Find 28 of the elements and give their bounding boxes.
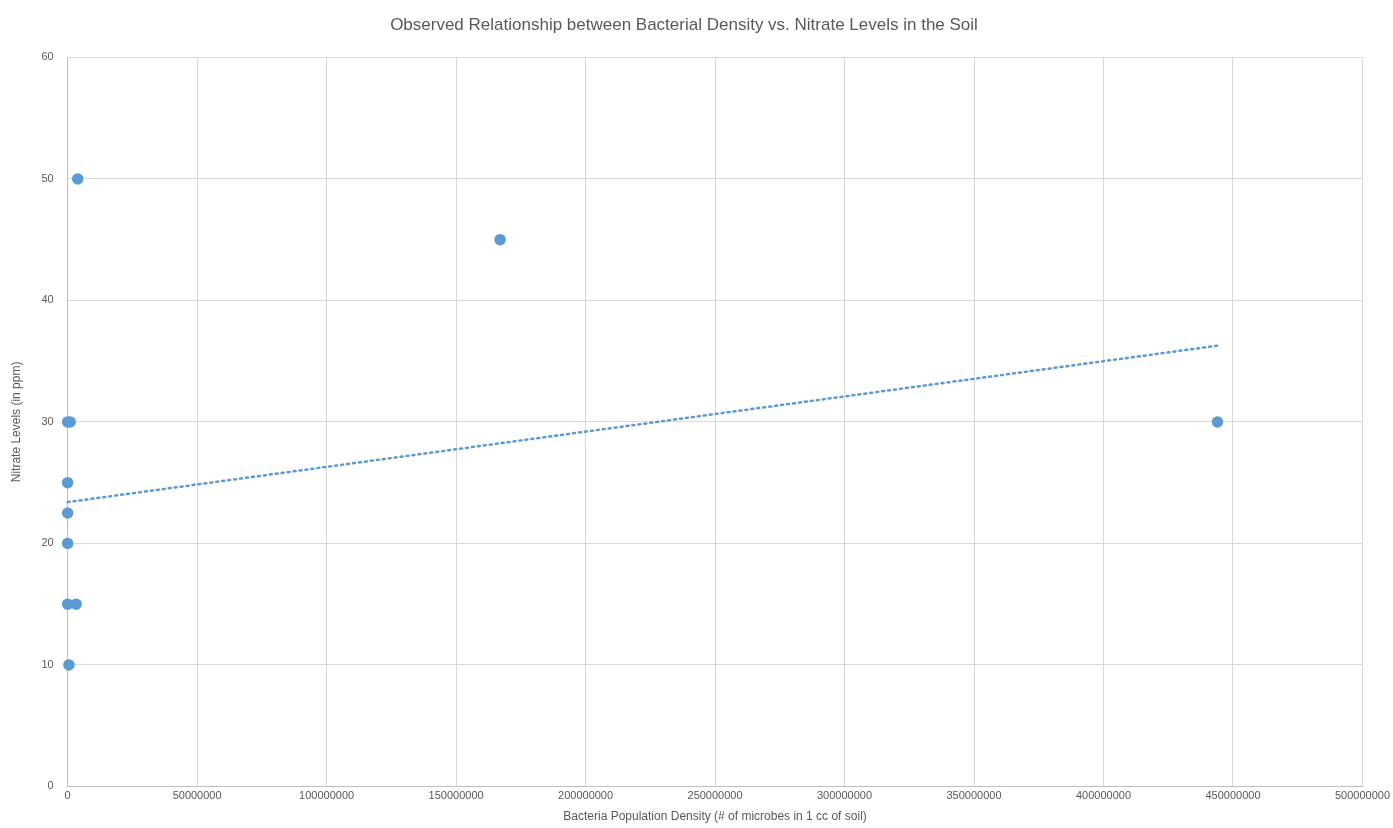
y-tick-label: 30 bbox=[41, 414, 54, 427]
y-tick-label: 20 bbox=[41, 536, 54, 549]
chart-title: Observed Relationship between Bacterial Density vs. Nitrate Levels in the Soil bbox=[390, 14, 978, 34]
x-tick-label: 200000000 bbox=[558, 789, 614, 802]
x-tick-label: 50000000 bbox=[172, 789, 222, 802]
y-tick-label: 50 bbox=[41, 171, 54, 184]
y-tick-label: 40 bbox=[41, 293, 54, 306]
x-tick-label: 300000000 bbox=[817, 789, 873, 802]
x-tick-label: 400000000 bbox=[1075, 789, 1132, 802]
x-tick-label: 500000000 bbox=[1334, 789, 1390, 802]
y-axis-title: Nitrate Levels (in ppm) bbox=[8, 361, 23, 483]
point bbox=[61, 507, 74, 519]
x-axis-title: Bacteria Population Density (# of microbes in 1 cc of soil) bbox=[563, 809, 867, 824]
x-tick-label: 350000000 bbox=[946, 789, 1002, 802]
point bbox=[63, 659, 75, 671]
point bbox=[61, 537, 74, 550]
point bbox=[61, 476, 74, 489]
y-tick-label: 0 bbox=[47, 779, 54, 792]
point bbox=[1211, 416, 1224, 428]
x-tick-label: 250000000 bbox=[687, 789, 743, 802]
x-tick-label: 100000000 bbox=[299, 789, 355, 802]
x-tick-label: 150000000 bbox=[428, 789, 484, 802]
point bbox=[71, 173, 84, 185]
x-tick-label: 0 bbox=[64, 789, 71, 802]
x-tick-label: 450000000 bbox=[1205, 789, 1261, 802]
point bbox=[494, 233, 506, 246]
y-tick-label: 60 bbox=[41, 50, 54, 63]
y-tick-label: 10 bbox=[41, 657, 54, 670]
